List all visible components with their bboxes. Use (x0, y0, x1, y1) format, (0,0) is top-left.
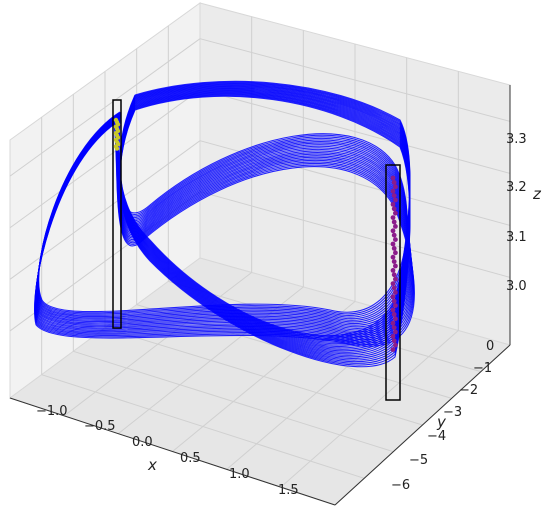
tick-labels: −1.0 −0.5 0.0 0.5 1.0 1.5 0 −1 −2 −3 −4 −5 −6 3.0 3.1 3… (36, 132, 527, 498)
section-point-right (391, 272, 397, 278)
trajectory-loop (119, 82, 411, 341)
section-point-right (393, 197, 398, 203)
section-point-right (390, 307, 396, 313)
section-point-right (390, 334, 396, 339)
section-point-right (393, 250, 398, 256)
x-axis-label: x (147, 456, 157, 474)
x-tick-label: 1.0 (229, 467, 250, 482)
section-point-right (391, 193, 397, 199)
z-tick-label: 3.0 (506, 279, 527, 294)
section-point-right (390, 294, 396, 300)
section-point-right (390, 215, 396, 221)
y-tick-label: −1 (473, 361, 492, 376)
section-point-right (390, 202, 396, 207)
x-axis-line (9, 397, 336, 506)
section-point-right (393, 184, 398, 190)
x-tick-label: 0.5 (180, 451, 201, 466)
grid-line (199, 38, 511, 122)
section-point-right (390, 281, 396, 286)
y-tick-label: −3 (443, 405, 462, 420)
section-point-right (393, 329, 398, 335)
section-point-right (391, 232, 397, 238)
z-tick-label: 3.3 (506, 132, 527, 147)
section-point-right (391, 259, 397, 264)
section-plane-right (385, 164, 401, 401)
section-point-right (393, 210, 398, 216)
y-axis-line (334, 344, 511, 506)
y-tick-label: 0 (486, 339, 494, 354)
section-point-right (390, 347, 396, 352)
x-tick-label: −0.5 (84, 419, 116, 434)
x-tick-label: 1.5 (278, 483, 299, 498)
section-point-right (391, 219, 397, 225)
section-point-right (393, 303, 398, 308)
grid-line (199, 140, 511, 226)
y-tick-label: −5 (409, 453, 428, 468)
section-point-right (390, 320, 396, 326)
section-point-right (393, 237, 398, 243)
y-tick-label: −6 (391, 478, 410, 493)
section-point-right (393, 276, 398, 282)
y-tick-label: −4 (427, 429, 446, 444)
section-point-right (393, 316, 398, 322)
section-point-right (391, 338, 397, 344)
section-planes (112, 99, 401, 401)
trajectory-loop (119, 86, 411, 347)
section-point-right (393, 224, 398, 229)
z-axis-label: z (532, 185, 542, 203)
section-point-right (390, 188, 396, 194)
section-point-right (390, 254, 396, 260)
section-point-right (393, 263, 398, 269)
y-axis-label: y (436, 413, 447, 431)
grid-line (199, 89, 511, 174)
section-point-right (393, 290, 398, 295)
section-point-right (391, 312, 397, 317)
section-point-right (393, 342, 398, 348)
section-point-right (391, 206, 397, 212)
x-tick-label: −1.0 (36, 404, 68, 419)
axes (9, 85, 511, 506)
section-point-right (390, 268, 396, 273)
section-point-right (391, 180, 397, 185)
section-point-right (391, 298, 397, 304)
z-tick-label: 3.2 (506, 180, 527, 195)
z-tick-label: 3.1 (506, 230, 527, 245)
section-point-left (114, 146, 120, 151)
section-point-right (391, 325, 397, 330)
section-point-right (391, 246, 397, 251)
section-point-right (391, 285, 397, 291)
grid-line (199, 191, 511, 278)
y-tick-label: −2 (459, 383, 478, 398)
trajectory-loop (119, 95, 411, 368)
section-plane-left (112, 99, 122, 329)
section-point-right (390, 228, 396, 234)
x-tick-label: 0.0 (132, 435, 153, 450)
section-point-right (390, 241, 396, 247)
section-point-right (390, 175, 396, 181)
